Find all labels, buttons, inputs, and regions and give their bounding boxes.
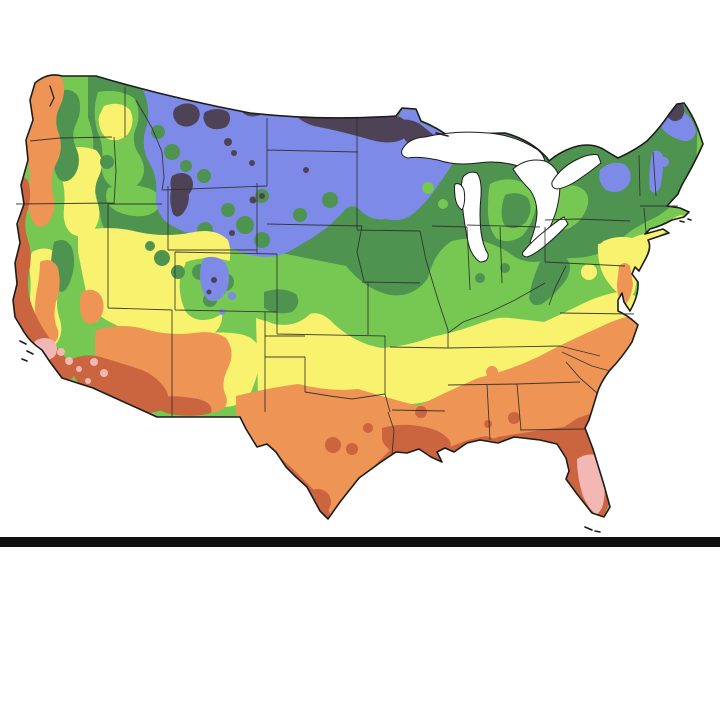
- great-lakes: [401, 131, 602, 263]
- puget-sound: [49, 85, 55, 107]
- green-bay: [454, 183, 466, 211]
- divider-bar: [0, 537, 720, 547]
- nantucket-islands: [679, 218, 692, 223]
- map-area: [12, 74, 704, 533]
- channel-islands: [19, 340, 34, 362]
- lake-ontario: [551, 154, 602, 190]
- islands: [19, 85, 692, 533]
- us-hardiness-zone-map: [12, 74, 704, 533]
- isle-royale: [435, 132, 449, 137]
- us-outline: [12, 74, 704, 520]
- zone-3-colorado-dots: [206, 193, 265, 295]
- zone-6-wisconsin-dots: [422, 182, 448, 209]
- florida-keys: [584, 526, 601, 533]
- state-borders: [15, 87, 678, 456]
- zone-legend: ZONES: 3 4 5 6 7 8 9 10: [0, 547, 720, 657]
